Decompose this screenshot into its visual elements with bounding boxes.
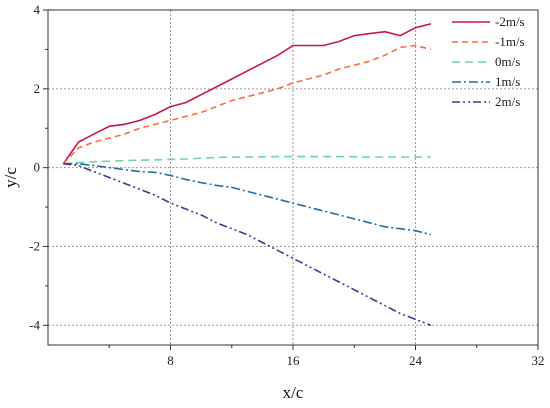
y-axis-title: y/c [1,167,20,188]
y-tick-label: -2 [29,238,40,253]
series-line-5 [63,162,432,327]
series-line-2 [62,44,431,165]
legend-label: -2m/s [495,14,525,29]
series-line-4 [63,162,431,236]
x-tick-label: 24 [409,353,423,368]
series-lines [62,23,432,327]
y-tick-label: 4 [34,2,41,17]
series-line-1 [62,23,431,165]
y-tick-label: 0 [34,160,41,175]
y-tick-label: -4 [29,317,40,332]
x-tick-label: 16 [287,353,301,368]
legend: -2m/s -1m/s 0m/s 1m/s 2m/s [452,14,525,109]
x-tick-label: 8 [167,353,174,368]
series-line-3 [63,155,431,165]
grid-lines [48,10,538,345]
x-tick-label: 32 [532,353,545,368]
y-tick-label: 2 [34,81,41,96]
legend-label: -1m/s [495,34,525,49]
legend-label: 1m/s [495,74,520,89]
x-axis-title: x/c [283,383,304,402]
legend-label: 0m/s [495,54,520,69]
legend-label: 2m/s [495,94,520,109]
